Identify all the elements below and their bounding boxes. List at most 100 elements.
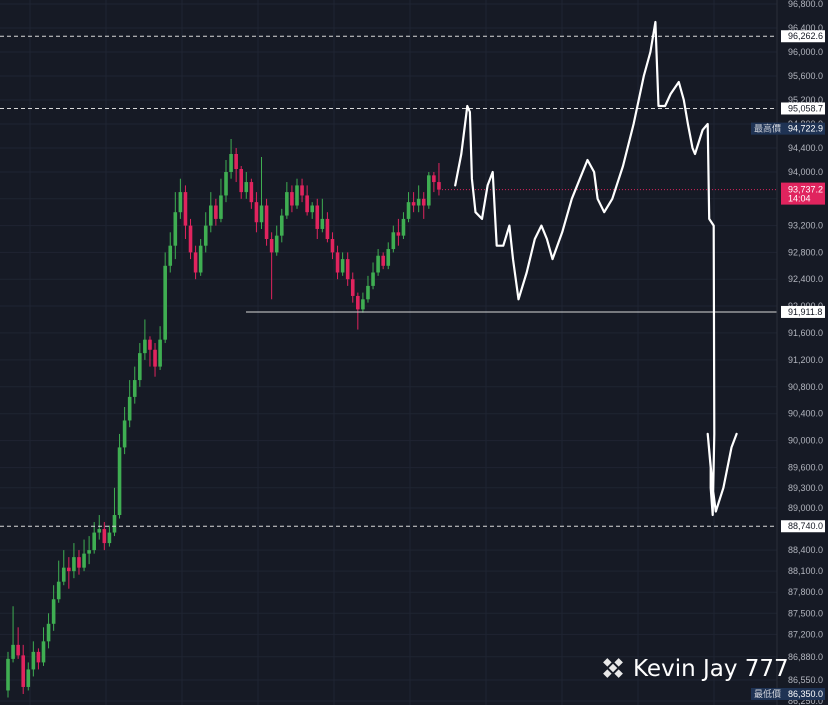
- candlestick-series: [6, 139, 441, 698]
- candle-body: [163, 265, 167, 340]
- candle-body: [340, 259, 345, 273]
- candle: [219, 178, 223, 223]
- low-marker-bg: [751, 687, 825, 700]
- level-tag-bg: [781, 520, 825, 533]
- candle-body: [437, 182, 441, 190]
- candle: [285, 182, 289, 219]
- price-tick-label: 92,800.0: [788, 247, 823, 257]
- high-marker-tag: 最高價: [754, 123, 781, 134]
- high-marker-value: 94,722.9: [788, 124, 823, 134]
- candle: [229, 139, 233, 179]
- price-tick-label: 89,600.0: [788, 463, 823, 473]
- chart-grid: [0, 0, 777, 705]
- price-tick-label: 87,200.0: [788, 629, 823, 639]
- candle-body: [330, 239, 335, 253]
- candle: [376, 249, 380, 276]
- price-tick-label: 96,400.0: [788, 23, 823, 33]
- candle-body: [41, 641, 46, 663]
- candle-body: [158, 339, 162, 367]
- candle-body: [427, 175, 431, 206]
- candle-body: [117, 447, 122, 516]
- candle-body: [406, 202, 411, 219]
- candle: [366, 275, 370, 303]
- candle: [46, 613, 51, 649]
- candle-body: [249, 182, 254, 203]
- candle-body: [274, 235, 279, 253]
- price-tick-label: 86,250.0: [788, 696, 823, 705]
- candle: [350, 272, 355, 303]
- candle-body: [269, 239, 274, 253]
- candle: [26, 662, 31, 691]
- candle: [122, 407, 127, 455]
- candle: [97, 515, 102, 540]
- candle-body: [295, 185, 299, 206]
- candle-body: [386, 249, 391, 266]
- candle-body: [36, 651, 41, 663]
- candle-body: [178, 192, 183, 213]
- candle: [173, 192, 178, 260]
- candle-body: [224, 172, 228, 196]
- candle-body: [148, 339, 152, 350]
- candle: [163, 252, 167, 344]
- candle-body: [300, 185, 304, 196]
- candle-body: [239, 169, 244, 193]
- high-marker-bg: [751, 122, 825, 135]
- candle-body: [416, 198, 421, 206]
- candle-body: [391, 232, 396, 250]
- candle-body: [193, 252, 198, 273]
- price-tick-label: 89,000.0: [788, 503, 823, 513]
- candle: [391, 225, 396, 253]
- watermark-text: Kevin Jay 777: [633, 656, 789, 682]
- level-tag-bg: [781, 102, 825, 115]
- candle-body: [46, 623, 51, 642]
- candle-body: [56, 581, 61, 600]
- level-tag-label: 95,058.7: [788, 103, 823, 113]
- candle: [305, 185, 309, 216]
- candle-body: [396, 232, 401, 236]
- candle: [56, 560, 61, 603]
- price-tick-label: 96,000.0: [788, 47, 823, 57]
- price-tick-label: 90,000.0: [788, 436, 823, 446]
- candle-body: [350, 279, 355, 296]
- price-tick-label: 92,400.0: [788, 274, 823, 284]
- candle-body: [214, 205, 218, 219]
- low-marker-tag: 最低價: [754, 688, 781, 699]
- candle: [315, 198, 320, 239]
- candle: [41, 627, 46, 666]
- price-tags: 96,262.6 95,058.7 91,911.8 88,740.0 最高價 94,72…: [751, 30, 825, 700]
- candle-body: [361, 299, 365, 310]
- candle: [138, 343, 142, 387]
- price-tick-label: 91,200.0: [788, 355, 823, 365]
- candle-body: [102, 529, 107, 544]
- candle: [427, 172, 431, 209]
- candle: [437, 163, 441, 196]
- candle: [209, 192, 213, 233]
- candle: [112, 487, 117, 537]
- candle: [396, 218, 401, 246]
- price-axis[interactable]: 96,800.0 96,400.0 96,000.0 95,600.0 95,200.0…: [776, 0, 828, 705]
- candle-body: [61, 567, 66, 582]
- candle: [143, 319, 147, 360]
- price-tick-label: 94,400.0: [788, 143, 823, 153]
- candle-body: [315, 205, 320, 229]
- price-tick-label: 87,800.0: [788, 587, 823, 597]
- candle: [132, 366, 137, 404]
- candle-body: [264, 205, 269, 239]
- candle-body: [168, 245, 173, 266]
- price-tick-label: 95,600.0: [788, 71, 823, 81]
- current-price-countdown: 14:04: [788, 194, 811, 204]
- candle: [67, 557, 71, 589]
- candle: [102, 522, 107, 551]
- price-tick-label: 90,400.0: [788, 409, 823, 419]
- candle-body: [325, 218, 330, 239]
- candle: [290, 185, 294, 213]
- candle: [178, 178, 183, 219]
- candle: [183, 185, 188, 239]
- candle-body: [183, 192, 188, 226]
- candle-body: [127, 396, 132, 421]
- candle: [325, 212, 330, 243]
- candle: [107, 525, 112, 547]
- candle: [31, 641, 36, 677]
